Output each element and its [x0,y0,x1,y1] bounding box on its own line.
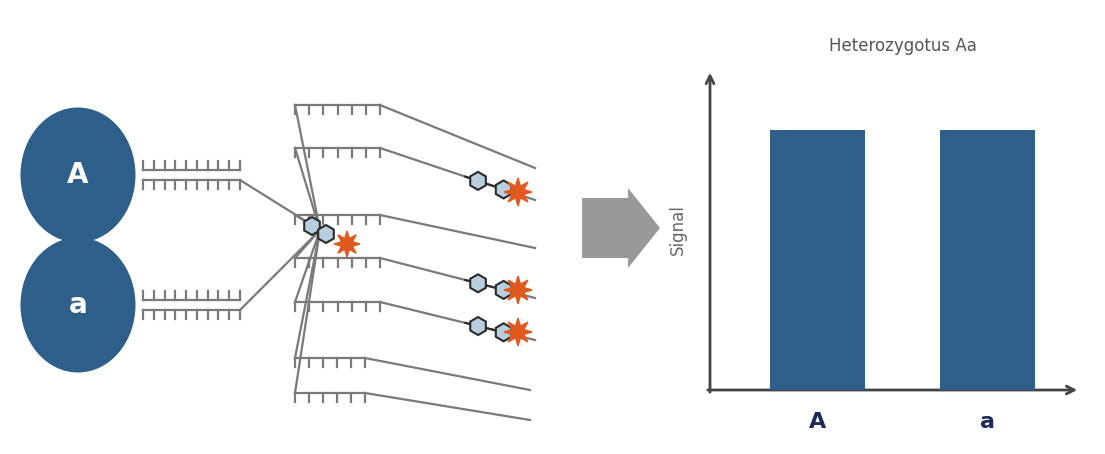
Text: a: a [980,412,994,432]
Polygon shape [334,231,360,257]
Polygon shape [504,318,532,346]
Text: Signal: Signal [669,205,687,256]
Polygon shape [496,181,512,198]
Bar [940,130,1035,390]
Text: Heterozygotus Aa: Heterozygotus Aa [829,37,977,55]
Polygon shape [496,323,512,341]
Polygon shape [504,276,532,304]
Polygon shape [304,217,319,235]
Polygon shape [582,188,660,268]
Bar [770,130,865,390]
Polygon shape [504,178,532,206]
Polygon shape [471,172,486,190]
Text: A: A [67,161,88,189]
Polygon shape [471,317,486,335]
Polygon shape [471,274,486,292]
Ellipse shape [21,237,136,372]
Polygon shape [496,281,512,299]
Text: a: a [69,291,87,319]
Polygon shape [318,225,334,243]
Ellipse shape [21,108,136,242]
Text: A: A [809,412,827,432]
